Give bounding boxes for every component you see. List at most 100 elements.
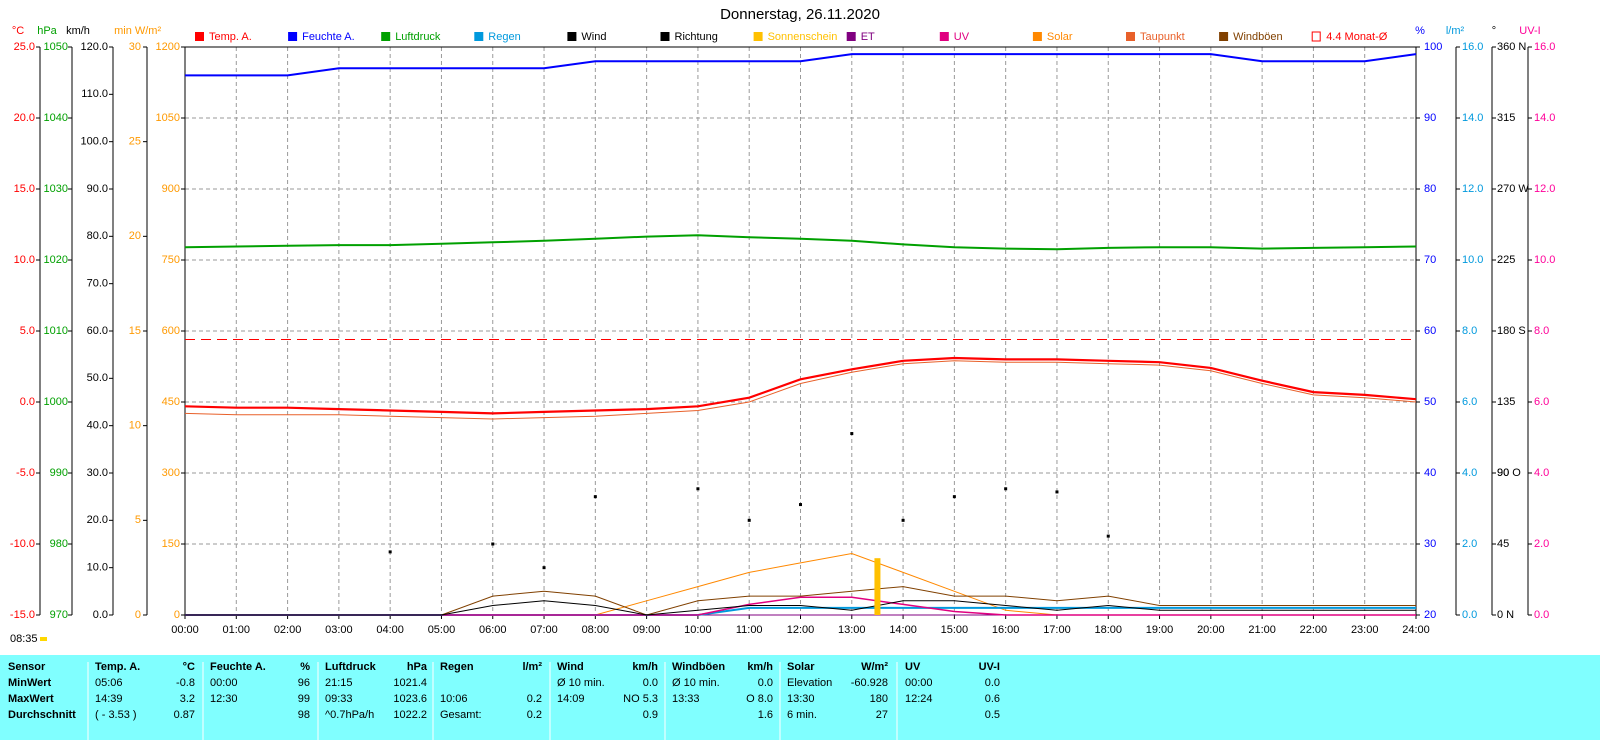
y-tick-label: -5.0 <box>16 467 35 479</box>
y-tick-label: 990 <box>50 467 68 479</box>
y-tick-label: 20 <box>1424 609 1436 621</box>
y-tick-label: 50.0 <box>87 372 108 384</box>
legend-label: UV <box>954 31 970 43</box>
table-cell: 98 <box>298 709 310 721</box>
table-header: Wind <box>557 661 584 673</box>
table-cell: 00:00 <box>210 677 238 689</box>
direction-dot <box>850 432 854 436</box>
series-line <box>184 234 1417 251</box>
table-cell: 0.9 <box>643 709 658 721</box>
y-tick-label: 0 <box>174 609 180 621</box>
y-tick-label: 110.0 <box>81 88 108 100</box>
table-cell: 1023.6 <box>393 693 427 705</box>
y-tick-label: 20.0 <box>87 514 108 526</box>
y-tick-label: 6.0 <box>1462 396 1477 408</box>
y-tick-label: 150 <box>162 538 180 550</box>
y-tick-label: 300 <box>162 467 180 479</box>
y-tick-label: 30 <box>129 41 141 53</box>
y-tick-label: 0 N <box>1497 609 1514 621</box>
table-cell: 09:33 <box>325 693 353 705</box>
series-line <box>185 53 1417 77</box>
legend-swatch <box>474 32 484 41</box>
table-cell: NO 5.3 <box>623 693 658 705</box>
y-tick-label: 100.0 <box>80 136 108 148</box>
table-header: Sensor <box>8 661 46 673</box>
table-cell: ( - 3.53 ) <box>95 709 137 721</box>
y-tick-label: 1000 <box>44 396 68 408</box>
y-tick-label: 1200 <box>156 41 180 53</box>
direction-dot <box>593 495 597 499</box>
axis-unit: hPa <box>37 25 57 37</box>
y-tick-label: 120.0 <box>80 41 108 53</box>
legend-label: Temp. A. <box>209 31 252 43</box>
axis-unit: % <box>1415 25 1425 37</box>
y-tick-label: 10 <box>129 420 141 432</box>
y-tick-label: 1020 <box>44 254 68 266</box>
x-tick-label: 07:00 <box>530 624 558 636</box>
direction-dot <box>952 495 956 499</box>
y-tick-label: 12.0 <box>1534 183 1555 195</box>
x-tick-label: 16:00 <box>992 624 1020 636</box>
y-tick-label: 8.0 <box>1462 325 1477 337</box>
y-tick-label: 980 <box>50 538 68 550</box>
series-line <box>185 596 1416 616</box>
table-cell: Ø 10 min. <box>672 677 720 689</box>
table-header: UV-I <box>979 661 1000 673</box>
table-header: l/m² <box>522 661 542 673</box>
direction-dot <box>542 566 546 570</box>
y-tick-label: 25.0 <box>14 41 35 53</box>
legend-label: Solar <box>1047 31 1073 43</box>
table-cell: 1.6 <box>758 709 773 721</box>
legend-swatch <box>1126 32 1135 41</box>
table-cell: 3.2 <box>180 693 195 705</box>
legend-label: Taupunkt <box>1140 31 1185 43</box>
axis-unit: W/m² <box>135 25 162 37</box>
table-cell: 0.2 <box>527 709 542 721</box>
legend-label: 4.4 Monat-Ø <box>1326 31 1388 43</box>
y-tick-label: 270 W <box>1497 183 1529 195</box>
y-tick-label: 6.0 <box>1534 396 1549 408</box>
table-cell: 21:15 <box>325 677 353 689</box>
x-tick-label: 09:00 <box>633 624 661 636</box>
y-tick-label: 20 <box>129 230 141 242</box>
y-tick-label: 50 <box>1424 396 1436 408</box>
legend-swatch <box>381 32 391 41</box>
y-tick-label: 1050 <box>156 112 180 124</box>
y-tick-label: 90.0 <box>87 183 108 195</box>
y-tick-label: 14.0 <box>1462 112 1483 124</box>
y-tick-label: 1030 <box>44 183 68 195</box>
table-cell: 14:09 <box>557 693 585 705</box>
x-tick-label: 12:00 <box>787 624 815 636</box>
direction-dot <box>901 518 905 522</box>
y-tick-label: 16.0 <box>1534 41 1555 53</box>
y-tick-label: 750 <box>162 254 180 266</box>
legend-label: Regen <box>488 31 520 43</box>
table-header: Windböen <box>672 661 725 673</box>
x-tick-label: 10:00 <box>684 624 712 636</box>
table-header: Regen <box>440 661 474 673</box>
table-cell: 0.2 <box>527 693 542 705</box>
y-tick-label: 1010 <box>44 325 68 337</box>
x-tick-label: 19:00 <box>1146 624 1174 636</box>
table-cell: O 8.0 <box>746 693 773 705</box>
table-cell: 1022.2 <box>393 709 427 721</box>
table-header: UV <box>905 661 921 673</box>
legend-swatch <box>567 32 577 41</box>
y-tick-label: -15.0 <box>10 609 35 621</box>
y-tick-label: 8.0 <box>1534 325 1549 337</box>
x-tick-label: 18:00 <box>1094 624 1122 636</box>
x-tick-label: 23:00 <box>1351 624 1379 636</box>
legend-swatch <box>939 32 949 41</box>
time-marker <box>40 637 47 641</box>
y-tick-label: 20.0 <box>14 112 35 124</box>
table-cell: -0.8 <box>176 677 195 689</box>
chart-title: Donnerstag, 26.11.2020 <box>720 6 880 23</box>
y-tick-label: 5.0 <box>20 325 35 337</box>
series-line <box>184 360 1417 420</box>
direction-dot <box>799 503 802 507</box>
y-tick-label: 15 <box>129 325 141 337</box>
y-tick-label: 1040 <box>44 112 68 124</box>
y-tick-label: 100 <box>1424 41 1442 53</box>
x-tick-label: 21:00 <box>1248 624 1276 636</box>
